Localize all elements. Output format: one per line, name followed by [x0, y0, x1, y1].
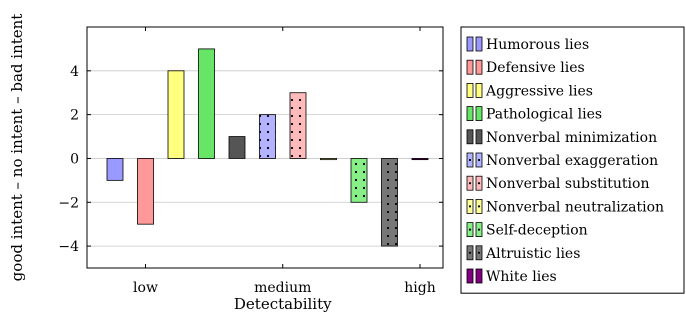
bar-pattern: [259, 114, 276, 159]
bar: [106, 158, 124, 181]
legend-swatch-dot: [477, 205, 481, 208]
legend-label: Altruistic lies: [485, 246, 580, 262]
legend-swatch-dot: [468, 158, 472, 162]
y-ticks: −4 −2 0 2 4: [58, 64, 443, 255]
bar: [167, 70, 185, 159]
y-tick-label: 2: [70, 108, 79, 124]
bar: [198, 48, 215, 159]
x-tick-label: medium: [254, 280, 311, 296]
legend-swatch: [466, 129, 474, 145]
legend-swatch: [466, 106, 474, 121]
y-tick-label: −4: [58, 239, 79, 255]
bar-pattern: [381, 158, 398, 247]
legend-label: Defensive lies: [486, 60, 585, 76]
x-axis-label: Detectability: [234, 295, 332, 313]
x-tick-label: high: [404, 280, 435, 296]
legend-swatch: [466, 268, 474, 284]
bars: [106, 48, 429, 247]
legend-swatch: [475, 106, 483, 121]
legend: Humorous lies Defensive lies Aggressive li…: [460, 26, 685, 294]
legend-swatch-dot: [477, 158, 481, 162]
legend-swatch-dot: [468, 182, 472, 185]
legend-label: Nonverbal neutralization: [486, 199, 664, 215]
x-tick-label: low: [133, 280, 158, 296]
bar: [137, 158, 154, 225]
legend-swatch-dot: [477, 182, 481, 185]
y-tick-label: −2: [58, 195, 79, 211]
legend-label: Aggressive lies: [485, 83, 593, 99]
plot-frame: [86, 26, 444, 269]
legend-swatch-dot: [468, 205, 472, 208]
legend-label: Humorous lies: [486, 37, 589, 53]
legend-swatch: [466, 83, 474, 98]
legend-swatch: [466, 59, 474, 75]
bar: [411, 158, 429, 161]
bar: [228, 136, 246, 159]
legend-label: Nonverbal exaggeration: [486, 153, 658, 169]
legend-label: Pathological lies: [486, 107, 602, 123]
legend-label: Self-deception: [486, 223, 588, 239]
legend-label: Nonverbal substitution: [486, 176, 649, 192]
bar-pattern: [351, 158, 367, 203]
legend-swatch: [475, 129, 483, 145]
legend-swatch: [466, 36, 474, 52]
legend-frame: [460, 26, 685, 294]
y-tick-label: 0: [70, 151, 79, 167]
x-ticks: low medium high: [133, 27, 436, 296]
bar-pattern: [290, 92, 306, 159]
y-axis-label: good intent – no intent – bad intent: [8, 14, 26, 282]
legend-swatch: [475, 36, 483, 52]
legend-swatch: [475, 59, 483, 75]
legend-label: White lies: [486, 269, 557, 285]
y-tick-label: 4: [70, 64, 79, 80]
legend-swatch-dot: [477, 228, 481, 231]
legend-swatch-dot: [477, 251, 481, 254]
legend-swatch-dot: [468, 228, 472, 231]
legend-swatch-dot: [468, 251, 472, 254]
bar-pattern: [320, 158, 337, 160]
legend-swatch: [475, 268, 483, 284]
legend-label: Nonverbal minimization: [486, 130, 657, 146]
legend-swatch: [475, 83, 483, 98]
